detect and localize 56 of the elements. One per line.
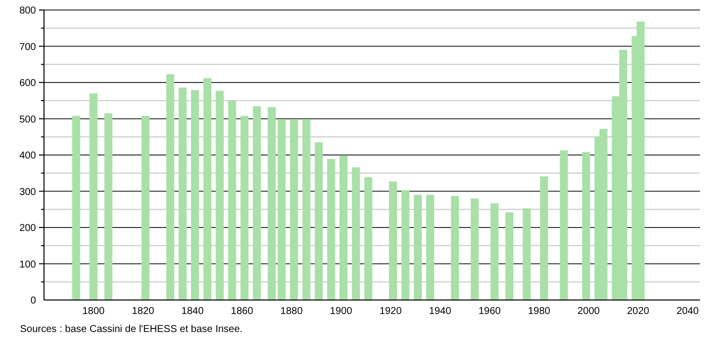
bar	[340, 155, 348, 300]
x-tick-label: 1900	[330, 306, 353, 317]
bar	[426, 194, 434, 300]
y-tick-label: 100	[19, 259, 36, 270]
x-tick-label: 1840	[181, 306, 204, 317]
x-tick-label: 1920	[379, 306, 402, 317]
bar	[582, 152, 590, 300]
bar	[314, 142, 323, 300]
source-note: Sources : base Cassini de l'EHESS et base Insee.	[20, 324, 243, 335]
bar	[240, 116, 249, 300]
bar	[268, 107, 276, 300]
x-tick-label: 1960	[478, 306, 502, 317]
y-tick-label: 800	[19, 6, 36, 16]
x-tick-label: 1880	[280, 306, 304, 317]
x-tick-label: 1980	[528, 306, 551, 317]
bar	[505, 212, 514, 300]
x-tick-label: 1800	[82, 306, 106, 317]
x-tick-label: 1860	[230, 306, 254, 317]
bar	[290, 119, 298, 300]
y-tick-label: 700	[19, 42, 36, 53]
y-tick-label: 300	[19, 186, 36, 198]
x-tick-label: 2040	[676, 306, 700, 317]
y-tick-label: 500	[19, 114, 36, 126]
bar	[72, 116, 80, 300]
bar	[141, 116, 150, 300]
bar	[522, 208, 531, 300]
y-tick-label: 600	[19, 78, 36, 89]
bar	[540, 176, 548, 300]
bar	[90, 93, 98, 300]
y-tick-label: 200	[19, 223, 36, 234]
bar	[401, 190, 410, 300]
bar	[278, 119, 286, 300]
bar	[203, 78, 212, 300]
bar	[414, 194, 422, 300]
bar	[104, 113, 112, 300]
bar	[166, 74, 174, 300]
bar	[389, 181, 398, 300]
bar	[364, 177, 372, 300]
bar	[228, 100, 236, 300]
bar	[470, 198, 479, 300]
y-tick-label: 400	[19, 150, 36, 162]
x-tick-label: 2020	[626, 306, 650, 317]
bar	[327, 158, 336, 300]
x-tick-label: 2000	[577, 306, 600, 317]
bar	[216, 90, 224, 300]
bar	[490, 203, 499, 300]
bar	[252, 106, 261, 300]
bar	[302, 119, 310, 300]
bar	[352, 167, 360, 300]
x-tick-label: 1820	[132, 306, 155, 317]
bar	[560, 150, 568, 300]
bar	[191, 90, 200, 300]
bar	[178, 88, 187, 300]
bar	[450, 196, 459, 300]
x-tick-label: 1940	[428, 306, 452, 317]
y-tick-label: 0	[30, 296, 36, 306]
